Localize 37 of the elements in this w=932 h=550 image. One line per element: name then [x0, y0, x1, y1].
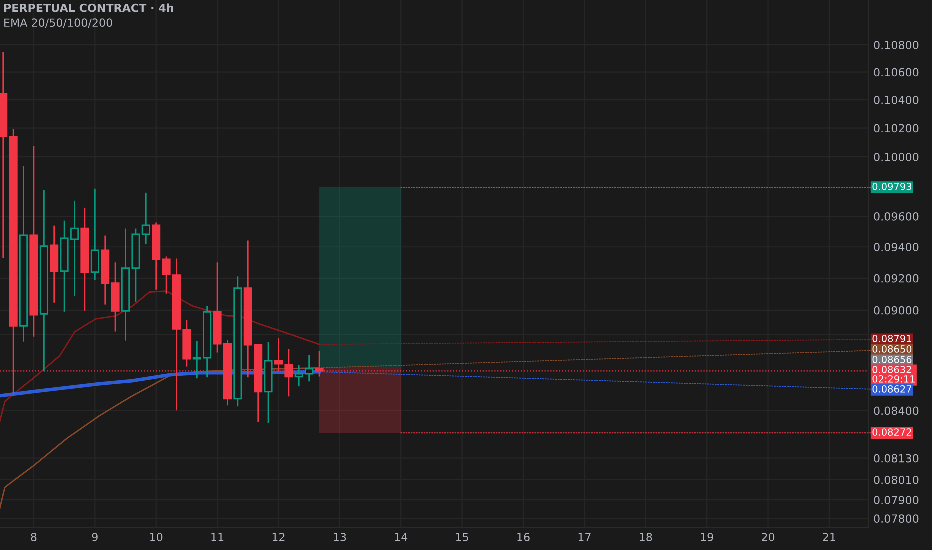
data-label: 0.09793	[872, 183, 912, 190]
x-tick-label: 14	[395, 533, 408, 542]
y-tick-label: 0.09600	[874, 212, 919, 221]
ref-line-label: 0.08632 02:29:11	[872, 366, 915, 383]
y-tick-label: 0.08400	[874, 406, 919, 416]
x-tick-label: 11	[212, 533, 224, 542]
y-tick-label: 0.07900	[874, 496, 919, 504]
y-tick-label: 0.07800	[874, 514, 919, 524]
y-tick-label: 0.08010	[874, 476, 919, 484]
y-tick-label: 0.10800	[874, 41, 919, 50]
data-label: 0.08650	[872, 346, 912, 353]
data-label: 0.08272	[872, 428, 912, 436]
x-tick-label: 12	[272, 533, 285, 542]
x-tick-label: 19	[701, 533, 714, 542]
y-tick-label: 0.10600	[874, 68, 919, 77]
x-tick-label: 16	[518, 533, 530, 542]
data-label: 0.08627	[872, 386, 912, 393]
y-tick-label: 0.09400	[874, 243, 919, 252]
y-tick-label: 0.10400	[874, 96, 919, 104]
x-tick-label: 13	[334, 533, 346, 542]
x-tick-label: 9	[92, 533, 98, 542]
y-tick-label: 0.09200	[874, 274, 919, 283]
y-tick-label: 0.08130	[874, 454, 919, 463]
x-tick-label: 21	[823, 533, 836, 542]
data-label: 0.08791	[872, 335, 912, 342]
y-tick-label: 0.10000	[874, 153, 919, 162]
y-tick-label: 0.09000	[874, 306, 919, 315]
text: EMA 20/50/100/200	[4, 18, 112, 28]
y-tick-label: 0.10200	[874, 124, 919, 133]
x-tick-label: 18	[640, 533, 652, 542]
x-tick-label: 8	[31, 533, 37, 542]
text: 0.08656	[872, 356, 912, 364]
x-tick-label: 20	[762, 533, 775, 542]
x-tick-label: 10	[150, 533, 163, 542]
x-tick-label: 17	[578, 533, 591, 542]
chart-title: PERPETUAL CONTRACT · 4h	[4, 4, 174, 12]
x-tick-label: 15	[456, 533, 468, 542]
